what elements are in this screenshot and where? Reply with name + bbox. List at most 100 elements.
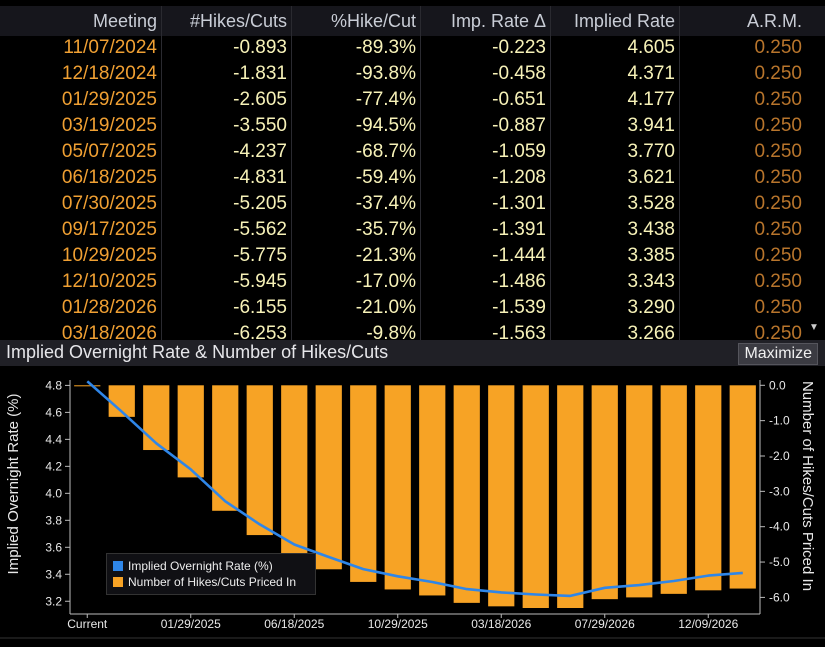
column-divider [420,36,421,340]
bar-hikes-cuts [660,385,687,594]
cell-pct-hike-cut: -35.7% [355,219,416,240]
cell-meeting: 05/07/2025 [61,141,157,162]
cell-implied-rate: 3.528 [627,193,675,214]
table-row[interactable]: 10/29/2025 -5.775 -21.3% -1.444 3.385 0.250 [0,244,825,270]
left-tick-label: 3.2 [45,594,62,608]
cell-imp-rate-delta: -1.563 [492,323,546,344]
cell-pct-hike-cut: -21.0% [355,297,416,318]
table-body: 11/07/2024 -0.893 -89.3% -0.223 4.605 0.250 12… [0,36,825,348]
bar-hikes-cuts [74,385,101,387]
left-tick-label: 4.2 [45,459,62,473]
cell-arm: 0.250 [754,115,802,136]
cell-pct-hike-cut: -17.0% [355,271,416,292]
legend-item-bar: Number of Hikes/Cuts Priced In [113,574,296,590]
cell-meeting: 12/18/2024 [61,63,157,84]
table-row[interactable]: 03/19/2025 -3.550 -94.5% -0.887 3.941 0.250 [0,114,825,140]
x-tick-label: 10/29/2025 [368,617,428,631]
legend-swatch-bar [113,577,123,587]
bar-hikes-cuts [488,385,515,607]
bar-hikes-cuts [281,385,308,557]
table-row[interactable]: 09/17/2025 -5.562 -35.7% -1.391 3.438 0.250 [0,218,825,244]
bar-hikes-cuts [557,385,584,608]
table-row[interactable]: 07/30/2025 -5.205 -37.4% -1.301 3.528 0.250 [0,192,825,218]
cell-arm: 0.250 [754,245,802,266]
table-row[interactable]: 01/28/2026 -6.155 -21.0% -1.539 3.290 0.250 [0,296,825,322]
cell-imp-rate-delta: -0.223 [492,37,546,58]
chart-canvas: 4.8 4.6 4.4 4.2 4.0 3.8 3.6 3.4 3.2 0.0 -1.0 -2.0 -3… [0,378,825,639]
legend-swatch-line [113,561,123,571]
table-row[interactable]: 11/07/2024 -0.893 -89.3% -0.223 4.605 0.250 [0,36,825,62]
cell-implied-rate: 3.438 [627,219,675,240]
cell-meeting: 03/19/2025 [61,115,157,136]
left-tick-label: 3.8 [45,513,62,527]
cell-hikes-cuts: -5.775 [233,245,287,266]
cell-imp-rate-delta: -1.539 [492,297,546,318]
column-header-pct-hike-cut[interactable]: %Hike/Cut [291,6,420,36]
column-header-imp-rate-delta[interactable]: Imp. Rate Δ [420,6,550,36]
cell-implied-rate: 3.343 [627,271,675,292]
bar-hikes-cuts [212,385,239,511]
cell-pct-hike-cut: -59.4% [355,167,416,188]
table-row[interactable]: 06/18/2025 -4.831 -59.4% -1.208 3.621 0.250 [0,166,825,192]
cell-pct-hike-cut: -77.4% [355,89,416,110]
cell-arm: 0.250 [754,89,802,110]
bar-hikes-cuts [246,385,273,536]
cell-pct-hike-cut: -93.8% [355,63,416,84]
cell-hikes-cuts: -6.253 [233,323,287,344]
chart-header: Implied Overnight Rate & Number of Hikes… [0,340,825,366]
cell-implied-rate: 4.177 [627,89,675,110]
bar-hikes-cuts [626,385,653,598]
cell-meeting: 06/18/2025 [61,167,157,188]
table-row[interactable]: 12/10/2025 -5.945 -17.0% -1.486 3.343 0.250 [0,270,825,296]
cell-arm: 0.250 [754,167,802,188]
bar-hikes-cuts [729,385,756,589]
column-header-meeting[interactable]: Meeting [92,11,157,31]
cell-pct-hike-cut: -9.8% [366,323,416,344]
cell-pct-hike-cut: -21.3% [355,245,416,266]
x-tick-label: 06/18/2025 [264,617,324,631]
column-header-implied-rate[interactable]: Implied Rate [550,6,679,36]
table-row[interactable]: 05/07/2025 -4.237 -68.7% -1.059 3.770 0.250 [0,140,825,166]
cell-arm: 0.250 [754,193,802,214]
column-header-arm[interactable]: A.R.M. [679,6,806,36]
table-header: Meeting #Hikes/Cuts %Hike/Cut Imp. Rate Δ Im… [0,6,825,36]
rate-probability-table: Meeting #Hikes/Cuts %Hike/Cut Imp. Rate Δ Im… [0,6,825,344]
cell-arm: 0.250 [754,297,802,318]
cell-imp-rate-delta: -0.887 [492,115,546,136]
table-row[interactable]: 03/18/2026 -6.253 -9.8% -1.563 3.266 0.250 [0,322,825,348]
right-tick-label: -3.0 [769,484,790,498]
cell-imp-rate-delta: -1.486 [492,271,546,292]
bar-hikes-cuts [453,385,480,603]
cell-implied-rate: 3.621 [627,167,675,188]
bar-hikes-cuts [350,385,377,582]
x-tick-label: 03/18/2026 [471,617,531,631]
column-header-hikes-cuts[interactable]: #Hikes/Cuts [161,6,291,36]
table-row[interactable]: 01/29/2025 -2.605 -77.4% -0.651 4.177 0.250 [0,88,825,114]
scroll-down-arrow-icon[interactable]: ▼ [809,322,819,333]
cell-imp-rate-delta: -0.651 [492,89,546,110]
maximize-button[interactable]: Maximize [738,343,818,365]
right-tick-label: -4.0 [769,520,790,534]
cell-pct-hike-cut: -89.3% [355,37,416,58]
table-row[interactable]: 12/18/2024 -1.831 -93.8% -0.458 4.371 0.250 [0,62,825,88]
column-divider [161,36,162,340]
cell-hikes-cuts: -3.550 [233,115,287,136]
cell-arm: 0.250 [754,271,802,292]
left-tick-label: 4.0 [45,486,62,500]
x-tick-label: 12/09/2026 [678,617,738,631]
bar-hikes-cuts [522,385,549,608]
cell-imp-rate-delta: -1.208 [492,167,546,188]
bar-hikes-cuts [143,385,170,451]
right-tick-label: -5.0 [769,555,790,569]
right-tick-label: -1.0 [769,414,790,428]
cell-pct-hike-cut: -68.7% [355,141,416,162]
cell-hikes-cuts: -2.605 [233,89,287,110]
cell-hikes-cuts: -1.831 [233,63,287,84]
cell-meeting: 11/07/2024 [63,37,157,58]
right-tick-label: -2.0 [769,449,790,463]
cell-imp-rate-delta: -1.444 [492,245,546,266]
cell-hikes-cuts: -5.205 [233,193,287,214]
cell-implied-rate: 3.266 [627,323,675,344]
column-divider [550,36,551,340]
cell-arm: 0.250 [754,323,802,344]
